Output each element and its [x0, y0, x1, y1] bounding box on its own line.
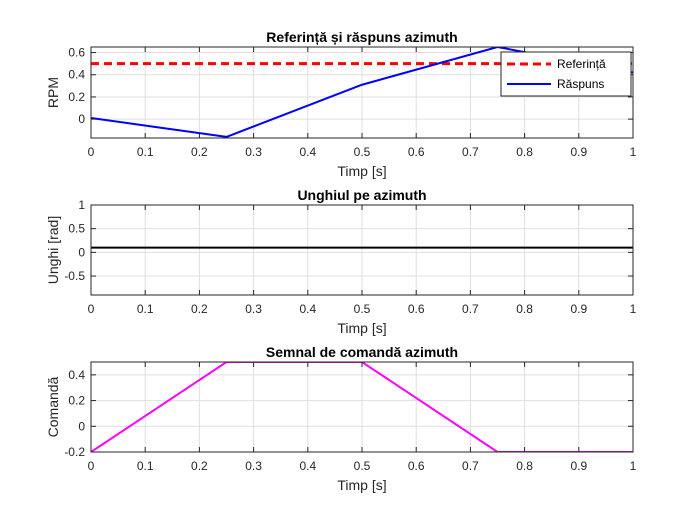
- x-tick-label: 0: [88, 302, 95, 316]
- y-tick-label: -0.2: [64, 445, 85, 459]
- x-tick-label: 0.9: [570, 459, 587, 473]
- y-tick-label: 0.4: [68, 368, 85, 382]
- x-tick-label: 0.7: [462, 459, 479, 473]
- x-tick-label: 0.7: [462, 302, 479, 316]
- x-tick-label: 0.9: [570, 145, 587, 159]
- subplot-2: 0 0.1 0.2 0.3 0.4 0.5 0.6 0.7 0.8 0.9 1 -0.5 0 0.5 1 Un…: [45, 187, 637, 336]
- x-tick-label: 1: [630, 145, 637, 159]
- x-tick-label: 0.9: [570, 302, 587, 316]
- x-tick-label: 0.3: [245, 145, 262, 159]
- x-tick-label: 0.8: [516, 302, 533, 316]
- x-tick-label: 0.5: [354, 302, 371, 316]
- x-axis-label: Timp [s]: [337, 163, 386, 179]
- x-axis-label: Timp [s]: [337, 320, 386, 336]
- x-axis-label: Timp [s]: [337, 477, 386, 493]
- x-tick-label: 0.1: [137, 302, 154, 316]
- x-tick-label: 0.1: [137, 145, 154, 159]
- x-tick-label: 0.5: [354, 459, 371, 473]
- y-tick-label: 0: [78, 112, 85, 126]
- y-axis-label: RPM: [45, 77, 61, 108]
- x-tick-label: 0.7: [462, 145, 479, 159]
- legend-entry: Referință: [557, 57, 606, 71]
- y-axis-label: Comandă: [45, 376, 61, 437]
- y-tick-label: 0: [78, 245, 85, 259]
- x-tick-label: 0.5: [354, 145, 371, 159]
- x-tick-label: 0.4: [299, 302, 316, 316]
- legend: Referință Răspuns: [500, 51, 632, 97]
- x-tick-label: 0.3: [245, 459, 262, 473]
- x-tick-label: 1: [630, 459, 637, 473]
- subplot-title: Semnal de comandă azimuth: [266, 344, 458, 360]
- x-tick-label: 0.1: [137, 459, 154, 473]
- x-tick-label: 0.6: [408, 145, 425, 159]
- y-tick-label: 0.2: [68, 90, 85, 104]
- series-line-1: [91, 362, 633, 452]
- x-tick-label: 0.2: [191, 459, 208, 473]
- y-tick-label: 1: [78, 198, 85, 212]
- x-tick-label: 0.4: [299, 459, 316, 473]
- legend-box: [500, 51, 632, 97]
- x-tick-label: 0.6: [408, 302, 425, 316]
- x-tick-label: 0.2: [191, 145, 208, 159]
- x-tick-label: 0.8: [516, 145, 533, 159]
- x-tick-label: 0: [88, 459, 95, 473]
- y-axis-label: Unghi [rad]: [45, 216, 61, 284]
- subplot-3: 0 0.1 0.2 0.3 0.4 0.5 0.6 0.7 0.8 0.9 1-0.200.20.4…: [45, 344, 637, 493]
- y-tick-label: -0.5: [64, 269, 85, 283]
- legend-entry: Răspuns: [557, 77, 604, 91]
- y-tick-label: 0.4: [68, 68, 85, 82]
- x-tick-label: 0.8: [516, 459, 533, 473]
- y-tick-label: 0.5: [68, 222, 85, 236]
- y-tick-label: 0: [78, 419, 85, 433]
- x-tick-label: 0.2: [191, 302, 208, 316]
- y-tick-label: 0.2: [68, 394, 85, 408]
- x-tick-label: 0.6: [408, 459, 425, 473]
- x-tick-label: 0.3: [245, 302, 262, 316]
- subplot-title: Unghiul pe azimuth: [297, 187, 426, 203]
- y-tick-label: 0.6: [68, 46, 85, 60]
- subplot-title: Referință și răspuns azimuth: [266, 29, 457, 45]
- subplot-1: 0 0.1 0.2 0.3 0.4 0.5 0.6 0.7 0.8 0.9 1 0 0.2 0.4 0.6 R…: [45, 29, 637, 179]
- x-tick-label: 0.4: [299, 145, 316, 159]
- x-tick-label: 0: [88, 145, 95, 159]
- x-tick-label: 1: [630, 302, 637, 316]
